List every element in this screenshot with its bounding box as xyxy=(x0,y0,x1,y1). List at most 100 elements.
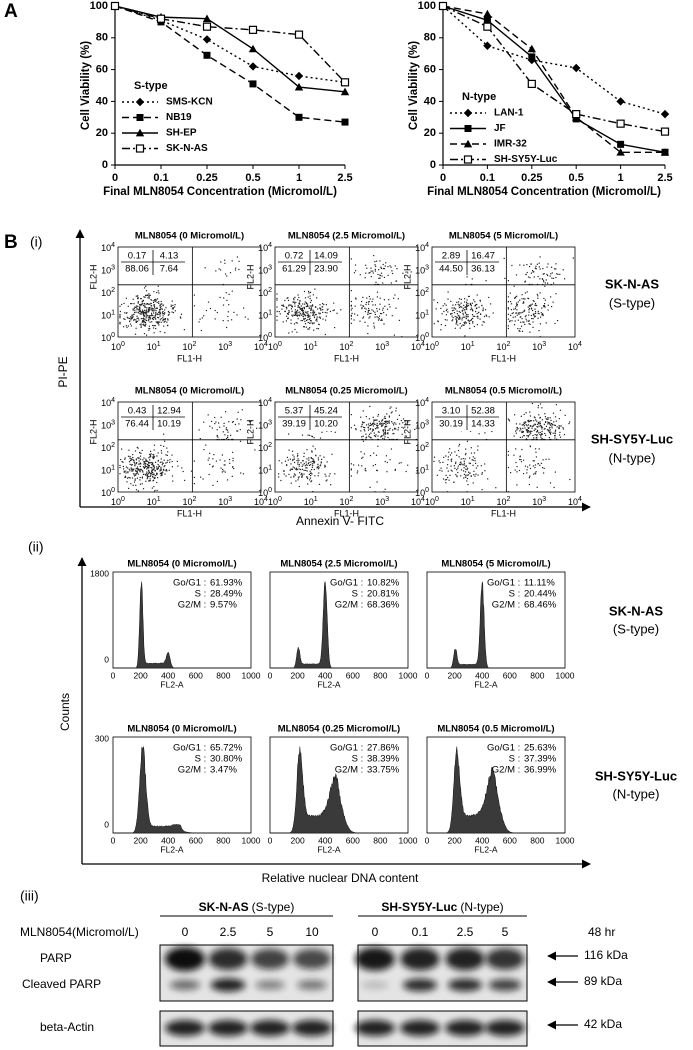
event-dot xyxy=(388,422,390,424)
event-dot xyxy=(308,307,310,309)
event-dot xyxy=(155,299,157,301)
event-dot xyxy=(366,424,368,426)
event-dot xyxy=(286,297,288,299)
event-dot xyxy=(142,320,144,322)
event-dot xyxy=(153,477,155,479)
size-marker: 89 kDa xyxy=(584,974,622,988)
event-dot xyxy=(543,297,545,300)
event-dot xyxy=(151,321,153,323)
event-dot xyxy=(305,476,308,478)
event-dot xyxy=(564,278,566,280)
event-dot xyxy=(458,443,461,445)
event-dot xyxy=(437,302,439,304)
event-dot xyxy=(157,321,159,323)
event-dot xyxy=(307,483,309,485)
event-dot xyxy=(470,307,472,309)
event-dot xyxy=(459,327,461,329)
event-dot xyxy=(142,471,144,473)
event-dot xyxy=(440,329,442,331)
event-dot xyxy=(153,491,155,493)
event-dot xyxy=(378,277,380,279)
event-dot xyxy=(303,290,306,293)
event-dot xyxy=(298,314,300,316)
event-dot xyxy=(549,429,551,431)
event-dot xyxy=(134,309,136,311)
event-dot xyxy=(479,300,481,302)
event-dot xyxy=(226,437,228,440)
event-dot xyxy=(559,434,561,436)
phase-value: 11.11% xyxy=(524,578,555,589)
event-dot xyxy=(385,314,387,316)
group-header: SK-N-AS (S-type) xyxy=(199,900,295,914)
event-dot xyxy=(540,436,542,438)
phase: S xyxy=(352,589,358,600)
event-dot xyxy=(141,449,143,451)
event-dot xyxy=(324,466,326,468)
event-dot xyxy=(530,314,532,317)
event-dot xyxy=(129,457,131,459)
event-dot xyxy=(297,294,299,296)
event-dot xyxy=(377,424,379,426)
event-dot xyxy=(525,274,527,276)
event-dot xyxy=(165,469,167,471)
event-dot xyxy=(139,309,141,311)
event-dot xyxy=(460,475,462,477)
event-dot xyxy=(146,473,148,475)
event-dot xyxy=(322,303,324,305)
event-dot xyxy=(463,304,465,306)
event-dot xyxy=(140,313,142,315)
event-dot xyxy=(303,452,305,454)
tick-label: 103 xyxy=(415,264,429,276)
event-dot xyxy=(130,464,133,466)
event-dot xyxy=(458,298,461,300)
event-dot xyxy=(366,297,368,299)
event-dot xyxy=(164,318,167,320)
point xyxy=(202,14,212,23)
event-dot xyxy=(445,455,447,457)
event-dot xyxy=(317,463,319,465)
event-dot xyxy=(481,472,483,474)
event-dot xyxy=(466,276,468,278)
event-dot xyxy=(404,421,406,423)
event-dot xyxy=(216,429,218,431)
event-dot xyxy=(160,458,162,460)
event-dot xyxy=(145,317,147,319)
event-dot xyxy=(211,466,214,468)
event-dot xyxy=(306,464,308,466)
event-dot xyxy=(364,311,366,313)
event-dot xyxy=(154,306,156,308)
event-dot xyxy=(384,305,386,307)
event-dot xyxy=(256,427,258,429)
event-dot xyxy=(379,297,381,299)
tick-exponent: 1 xyxy=(425,309,429,316)
event-dot xyxy=(315,306,317,308)
event-dot xyxy=(134,478,136,480)
event-dot xyxy=(523,434,525,437)
event-dot xyxy=(299,315,301,317)
event-dot xyxy=(286,308,288,310)
event-dot xyxy=(374,316,376,318)
event-dot xyxy=(157,285,159,287)
event-dot xyxy=(433,323,435,325)
event-dot xyxy=(532,318,534,320)
plot-x-label: FL1-H xyxy=(491,508,516,518)
event-dot xyxy=(141,469,143,471)
event-dot xyxy=(558,427,560,429)
event-dot xyxy=(527,306,529,308)
tick-exponent: 0 xyxy=(425,487,429,494)
tick-base: 10 xyxy=(340,342,350,352)
event-dot xyxy=(155,321,157,323)
event-dot xyxy=(133,307,135,309)
event-dot xyxy=(446,308,448,310)
tick-label: 104 xyxy=(568,496,582,508)
event-dot xyxy=(459,317,461,319)
event-dot xyxy=(363,316,365,318)
event-dot xyxy=(304,315,306,317)
y-tick-label: 0 xyxy=(104,819,109,829)
point xyxy=(616,97,625,106)
event-dot xyxy=(224,259,226,261)
event-dot xyxy=(465,448,467,450)
event-dot xyxy=(380,436,382,438)
event-dot xyxy=(555,293,557,295)
event-dot xyxy=(301,468,304,470)
